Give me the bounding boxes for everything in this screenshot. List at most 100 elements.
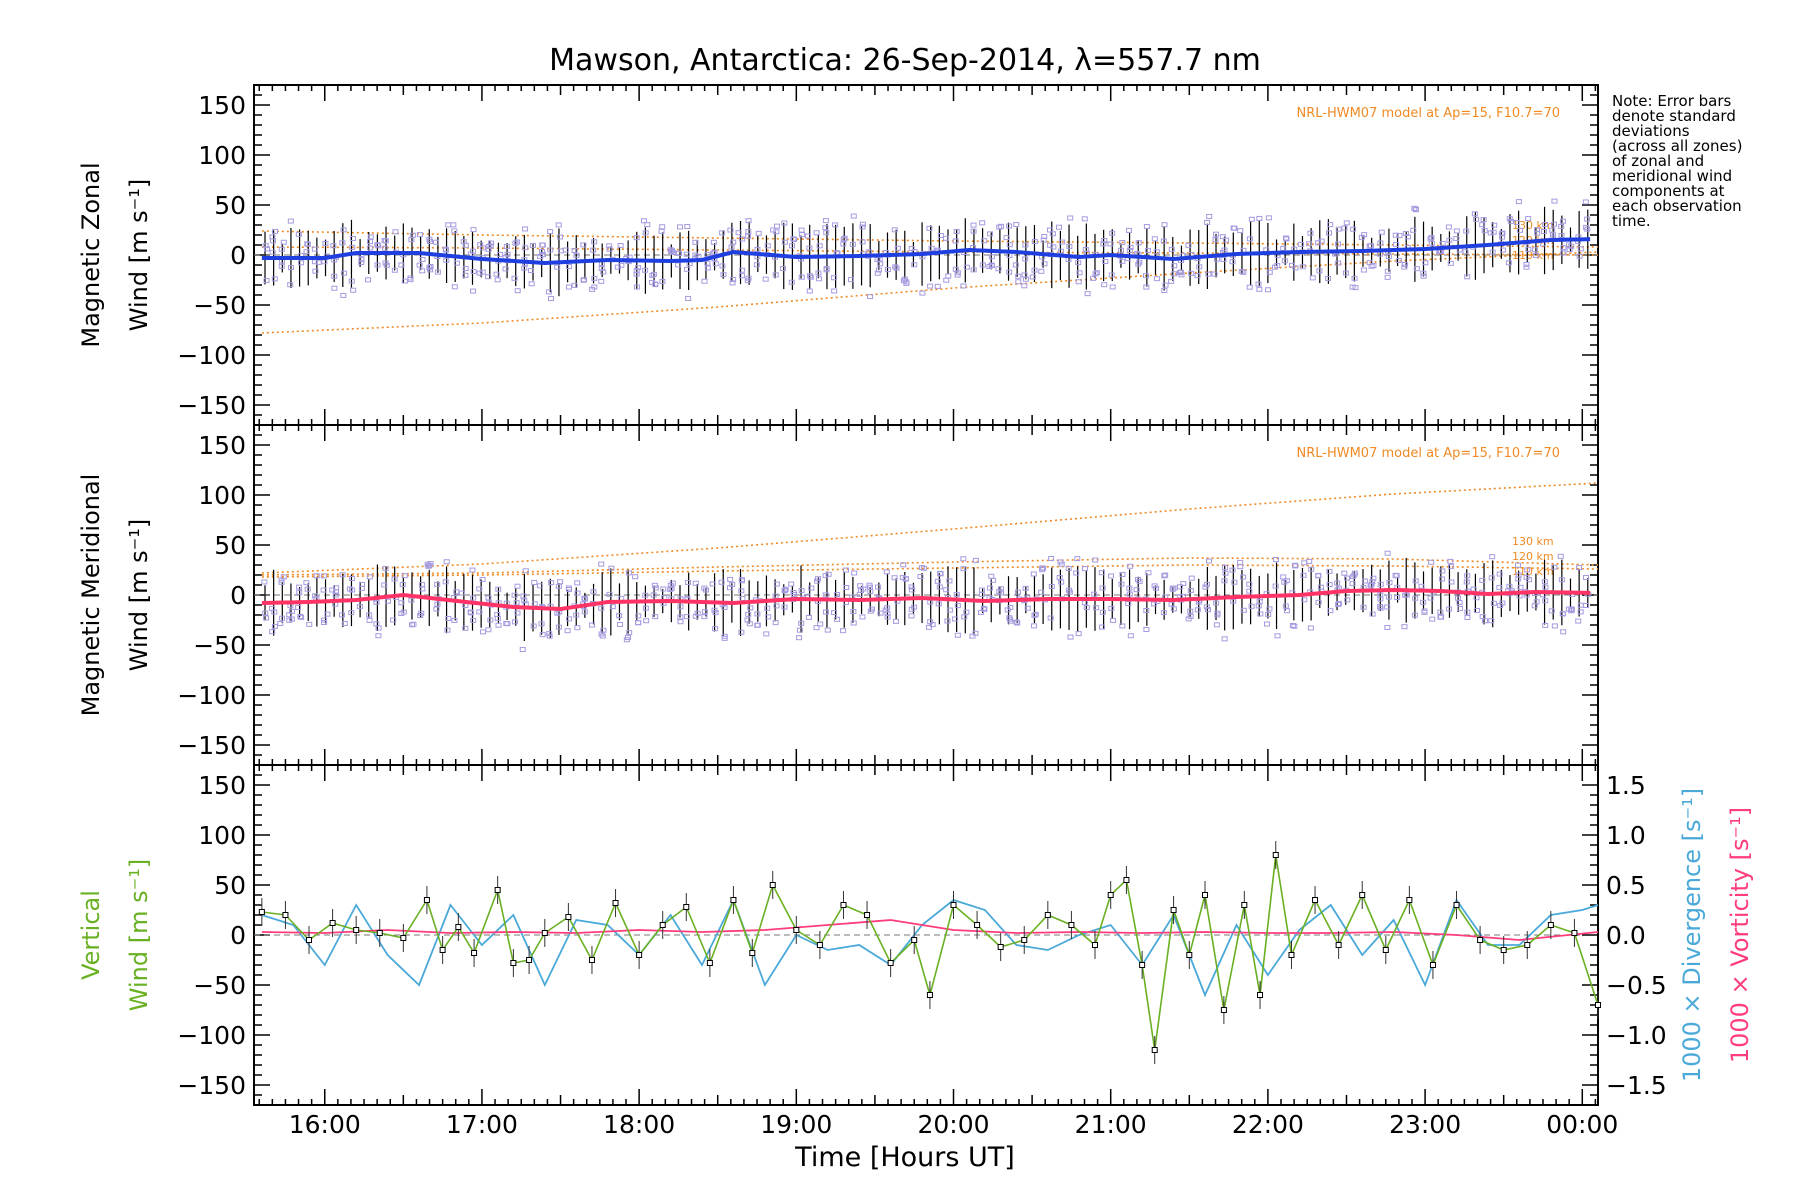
- zone-point: [900, 562, 907, 568]
- zone-point: [312, 268, 319, 274]
- zone-point: [1221, 636, 1228, 642]
- vertical-wind-point: [793, 927, 800, 933]
- zone-point: [1153, 276, 1160, 282]
- zone-point: [701, 614, 708, 620]
- zone-point: [262, 610, 269, 616]
- zone-point: [1300, 572, 1307, 578]
- zone-point: [798, 232, 805, 238]
- zone-point: [765, 614, 772, 620]
- zone-point: [485, 274, 492, 280]
- vertical-wind-point: [612, 900, 619, 906]
- vertical-wind-point: [1068, 922, 1075, 928]
- chart-marks: −150 −100 −50 0 50 100 150 −150 −100 −50 0 50 100 150…: [177, 84, 1667, 1139]
- zone-point: [833, 591, 840, 597]
- zone-point: [773, 603, 780, 609]
- zone-point: [477, 242, 484, 248]
- zone-point: [606, 591, 613, 597]
- zone-point: [1360, 604, 1367, 610]
- zone-point: [1006, 242, 1013, 248]
- zone-point: [1213, 600, 1220, 606]
- zone-point: [589, 286, 596, 292]
- zone-point: [929, 622, 936, 628]
- zone-point: [381, 582, 388, 588]
- zone-point: [531, 579, 538, 585]
- zone-point: [1411, 612, 1418, 618]
- zone-point: [1349, 581, 1356, 587]
- zone-point: [470, 227, 477, 233]
- zone-point: [1505, 260, 1512, 266]
- zone-point: [480, 629, 487, 635]
- zone-point: [813, 625, 820, 631]
- zone-point: [320, 573, 327, 579]
- zone-point: [667, 247, 674, 253]
- x-tick-label: 19:00: [760, 1110, 832, 1139]
- zone-point: [851, 570, 858, 576]
- zone-point: [1584, 226, 1591, 232]
- vertical-wind-point: [840, 902, 847, 908]
- zone-point: [859, 614, 866, 620]
- zone-point: [1448, 579, 1455, 585]
- zone-point: [574, 590, 581, 596]
- zone-point: [764, 605, 771, 611]
- zone-point: [346, 586, 353, 592]
- zone-point: [730, 277, 737, 283]
- zone-point: [1309, 275, 1316, 281]
- zone-point: [1471, 211, 1478, 217]
- zone-point: [1401, 624, 1408, 630]
- zone-point: [986, 585, 993, 591]
- zone-point: [1205, 271, 1212, 277]
- vertical-wind-point: [282, 912, 289, 918]
- zone-point: [1577, 609, 1584, 615]
- zone-point: [270, 238, 277, 244]
- zone-point: [1559, 611, 1566, 617]
- note-line: deviations: [1612, 122, 1690, 140]
- zone-point: [755, 230, 762, 236]
- zone-point: [1370, 263, 1377, 269]
- model-curve-130km: [261, 482, 1599, 574]
- zone-point: [1576, 253, 1583, 259]
- zone-point: [1350, 226, 1357, 232]
- zone-point: [1237, 228, 1244, 234]
- zone-point: [1204, 219, 1211, 225]
- zone-point: [1031, 612, 1038, 618]
- vertical-wind-point: [1453, 902, 1460, 908]
- zone-point: [1066, 243, 1073, 249]
- zone-point: [1067, 215, 1074, 221]
- zone-point: [1540, 228, 1547, 234]
- zone-point: [919, 290, 926, 296]
- zone-point: [427, 238, 434, 244]
- zone-point: [936, 584, 943, 590]
- zone-point: [745, 229, 752, 235]
- zone-point: [539, 249, 546, 255]
- zone-point: [1272, 556, 1279, 562]
- zone-point: [1229, 259, 1236, 265]
- zone-point: [635, 265, 642, 271]
- zone-point: [263, 277, 270, 283]
- zone-point: [1281, 258, 1288, 264]
- zone-point: [677, 604, 684, 610]
- zone-point: [1169, 585, 1176, 591]
- zone-point: [1263, 621, 1270, 627]
- zone-point: [804, 233, 811, 239]
- zone-point: [398, 262, 405, 268]
- vertical-wind-point: [1021, 937, 1028, 943]
- zone-point: [1404, 234, 1411, 240]
- zone-point: [997, 586, 1004, 592]
- zone-point: [298, 614, 305, 620]
- zone-point: [606, 243, 613, 249]
- zone-point: [433, 239, 440, 245]
- zone-point: [555, 583, 562, 589]
- zone-point: [711, 249, 718, 255]
- zone-point: [470, 268, 477, 274]
- zone-point: [744, 617, 751, 623]
- zone-point: [511, 592, 518, 598]
- zone-point: [790, 236, 797, 242]
- zone-point: [1583, 574, 1590, 580]
- vertical-wind-point: [1123, 877, 1130, 883]
- zone-point: [1107, 241, 1114, 247]
- zone-point: [375, 633, 382, 639]
- zone-point: [278, 246, 285, 252]
- zone-point: [1584, 216, 1591, 222]
- zone-point: [1266, 606, 1273, 612]
- zone-point: [806, 245, 813, 251]
